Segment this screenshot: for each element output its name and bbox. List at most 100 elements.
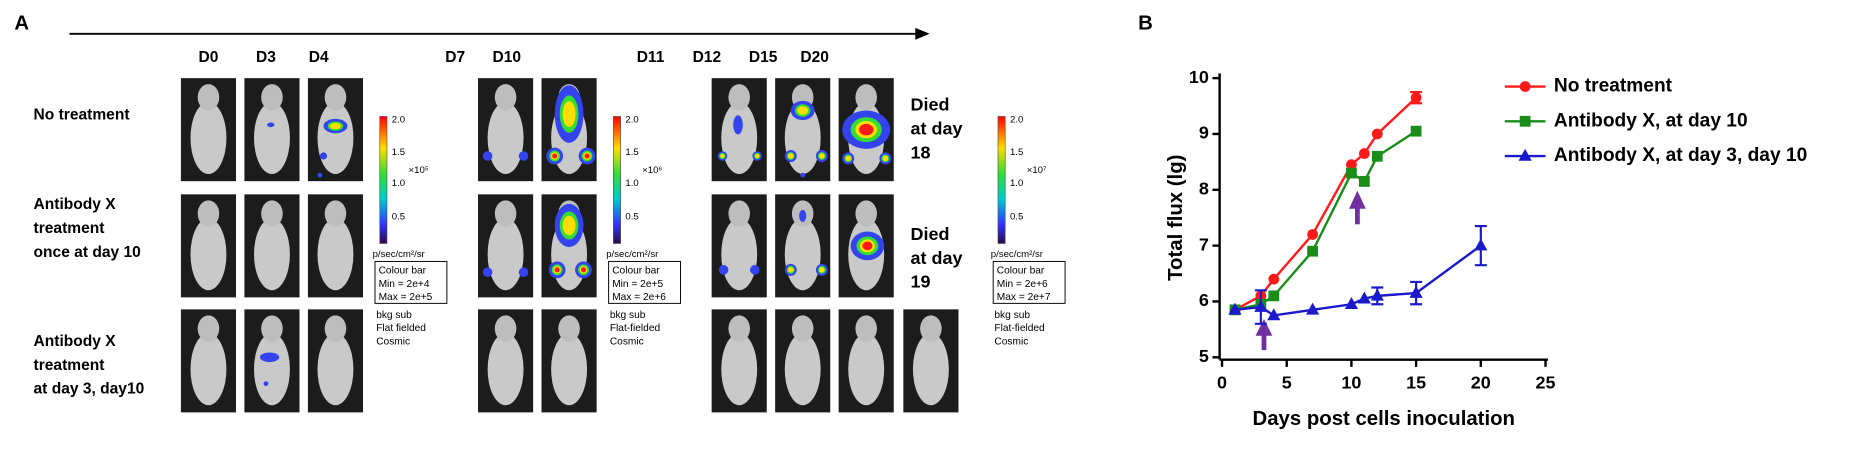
row-label: treatment: [34, 220, 105, 237]
x-tick-label: 25: [1536, 372, 1556, 392]
color-bar-tick: 2.0: [625, 115, 638, 126]
signal-blob: [788, 267, 794, 273]
mouse-image: [180, 78, 237, 182]
signal-blob: [518, 151, 529, 161]
color-bar-unit: p/sec/cm²/sr: [373, 249, 426, 260]
color-bar-tick: 1.5: [625, 147, 638, 158]
mouse-head: [855, 84, 877, 111]
y-tick-label: 5: [1199, 346, 1209, 366]
death-note: 18: [911, 142, 931, 162]
legend-label: No treatment: [1554, 76, 1673, 97]
signal-blob: [788, 153, 794, 159]
color-bar: [997, 116, 1006, 244]
mouse-body: [487, 218, 524, 291]
mouse-image: [775, 309, 831, 413]
mouse-body: [253, 333, 290, 406]
treatment-arrows: [1255, 190, 1366, 351]
mouse-head: [558, 315, 580, 342]
marker: [1358, 176, 1370, 187]
marker: [1371, 150, 1383, 162]
signal-blob: [859, 123, 874, 136]
processing-note: bkg sub: [376, 310, 412, 321]
color-bar-tick: 1.0: [392, 178, 405, 189]
mouse-head: [261, 84, 283, 111]
color-bar-tick: 0.5: [625, 212, 638, 223]
marker: [1410, 125, 1422, 137]
panel-label: A: [14, 13, 29, 35]
mouse-image: [711, 194, 767, 298]
mouse-head: [855, 315, 877, 342]
marker: [1357, 291, 1371, 304]
mouse-image: [775, 194, 831, 298]
series-line: [1234, 130, 1417, 312]
color-bar-range: Colour bar: [379, 266, 427, 277]
signal-blob: [749, 265, 760, 275]
death-note: at day: [911, 248, 963, 268]
day-label: D4: [309, 49, 329, 66]
mouse-body: [190, 333, 227, 406]
mouse-image: [244, 78, 300, 182]
mouse-head: [920, 315, 942, 342]
signal-blob: [733, 115, 743, 135]
mouse-head: [261, 315, 283, 342]
mouse-head: [728, 84, 750, 111]
signal-blob: [330, 122, 341, 130]
color-bar-range: Colour bar: [612, 266, 660, 277]
x-tick-label: 15: [1406, 372, 1426, 392]
day-label: D11: [637, 49, 665, 66]
signal-blob: [882, 155, 889, 162]
color-bar-tick: 1.0: [625, 178, 638, 189]
marker: [1346, 159, 1357, 171]
marker: [1518, 148, 1532, 161]
signal-blob: [317, 172, 323, 178]
color-bar-tick: 0.5: [1010, 212, 1023, 223]
color-bar-tick: 1.0: [1010, 178, 1023, 189]
day-label: D12: [693, 49, 722, 66]
signal-blob: [755, 153, 760, 159]
color-bar-scale: ×10⁵: [409, 165, 429, 176]
color-bar-range: Max = 2e+7: [997, 292, 1051, 303]
signal-blob: [482, 151, 493, 161]
signal-blob: [554, 267, 560, 273]
processing-note: Cosmic: [376, 336, 410, 347]
color-bar-tick: 1.5: [392, 147, 405, 158]
processing-note: Cosmic: [610, 336, 644, 347]
day-label: D10: [493, 49, 522, 66]
mouse-body: [190, 102, 227, 174]
mouse-head: [197, 84, 220, 111]
mouse-body: [784, 333, 821, 406]
x-axis-title: Days post cells inoculation: [1253, 408, 1515, 430]
signal-blob: [718, 265, 729, 275]
signal-blob: [319, 152, 328, 160]
x-tick-label: 10: [1341, 372, 1361, 392]
mouse-body: [190, 218, 227, 291]
y-tick-label: 7: [1199, 234, 1209, 254]
processing-note: Flat-fielded: [994, 323, 1044, 334]
marker: [1268, 273, 1280, 285]
signal-blob: [482, 267, 493, 278]
color-bar: [613, 116, 621, 244]
processing-note: bkg sub: [994, 310, 1030, 321]
color-bar-range: Max = 2e+5: [379, 292, 433, 303]
color-bar: [379, 116, 388, 244]
color-bar-tick: 2.0: [1010, 115, 1023, 126]
mouse-body: [487, 102, 524, 174]
color-bar-tick: 0.5: [392, 212, 405, 223]
mouse-body: [317, 102, 354, 174]
mouse-image: [903, 309, 959, 413]
mouse-image: [775, 78, 831, 182]
marker: [1346, 167, 1357, 179]
mouse-body: [848, 333, 885, 406]
x-tick-label: 20: [1471, 372, 1491, 392]
signal-blob: [819, 153, 825, 159]
signal-blob: [552, 153, 558, 159]
color-bar-tick: 2.0: [392, 115, 405, 126]
signal-blob: [580, 267, 586, 273]
row-label: once at day 10: [34, 244, 142, 261]
color-bar-range: Min = 2e+6: [997, 279, 1048, 290]
mouse-body: [784, 218, 821, 291]
marker: [1409, 285, 1423, 298]
mouse-body: [487, 333, 524, 406]
day-label: D20: [800, 49, 829, 66]
death-note: 19: [911, 272, 931, 292]
